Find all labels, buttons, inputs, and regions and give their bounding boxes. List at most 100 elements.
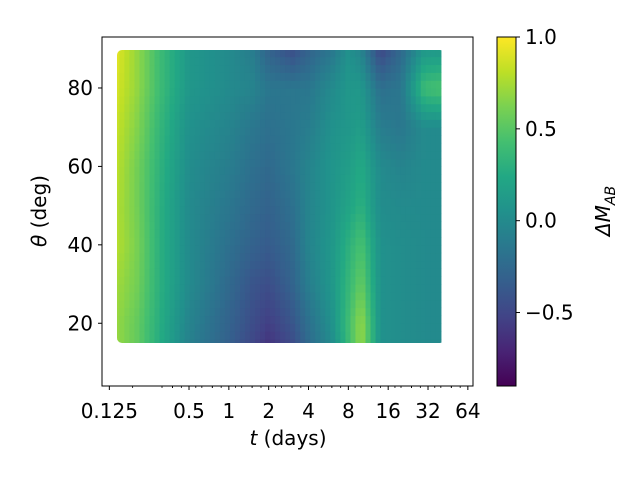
heatmap-cell: [154, 127, 161, 136]
heatmap-cell: [209, 50, 216, 58]
heatmap-cell: [189, 64, 196, 73]
heatmap-cell: [255, 135, 261, 144]
heatmap-cell: [320, 221, 326, 230]
heatmap-cell: [355, 205, 362, 215]
heatmap-cell: [300, 119, 306, 128]
heatmap-cell: [154, 307, 161, 317]
heatmap-cell: [395, 95, 402, 105]
heatmap-cell: [345, 331, 352, 340]
heatmap-cell: [214, 174, 221, 183]
heatmap-cell: [406, 347, 412, 355]
heatmap-cell: [295, 331, 301, 340]
heatmap-cell: [405, 64, 412, 73]
heatmap-cell: [380, 284, 387, 293]
heatmap-cell: [290, 291, 296, 301]
heatmap-cell: [320, 174, 326, 183]
heatmap-cell: [194, 276, 201, 285]
heatmap-cell: [280, 135, 286, 144]
heatmap-cell: [239, 323, 246, 332]
heatmap-cell: [109, 166, 115, 174]
heatmap-cell: [214, 197, 221, 207]
heatmap-cell: [117, 205, 120, 215]
heatmap-cell: [169, 260, 176, 269]
heatmap-cell: [340, 111, 347, 120]
heatmap-cell: [430, 95, 437, 105]
heatmap-cell: [280, 174, 286, 183]
heatmap-cell: [340, 276, 347, 285]
heatmap-cell: [345, 299, 352, 309]
heatmap-cell: [290, 189, 296, 199]
heatmap-cell: [280, 307, 286, 317]
heatmap-cell: [109, 331, 115, 339]
heatmap-cell: [330, 244, 336, 254]
heatmap-cell: [325, 307, 331, 317]
heatmap-cell: [290, 150, 296, 160]
heatmap-cell: [295, 338, 301, 343]
heatmap-cell: [154, 338, 161, 343]
heatmap-cell: [400, 182, 407, 191]
heatmap-cell: [179, 315, 186, 324]
heatmap-cell: [421, 355, 427, 363]
heatmap-cell: [275, 50, 281, 58]
heatmap-cell: [360, 260, 367, 269]
heatmap-cell: [350, 260, 357, 269]
heatmap-cell: [214, 315, 221, 324]
heatmap-cell: [415, 87, 422, 97]
heatmap-cell: [350, 315, 357, 324]
heatmap-cell: [365, 307, 372, 317]
heatmap-cell: [310, 276, 316, 285]
heatmap-cell: [114, 355, 120, 363]
heatmap-cell: [214, 307, 221, 317]
heatmap-cell: [275, 229, 281, 238]
heatmap-cell: [249, 87, 256, 97]
heatmap-cell: [154, 103, 161, 113]
heatmap-cell: [385, 150, 392, 160]
heatmap-cell: [335, 158, 341, 167]
heatmap-cell: [129, 103, 136, 113]
heatmap-cell: [305, 205, 311, 215]
heatmap-cell: [114, 362, 120, 370]
heatmap-cell: [234, 307, 241, 317]
heatmap-cell: [396, 362, 402, 370]
heatmap-cell: [154, 197, 161, 207]
heatmap-cell: [174, 182, 181, 191]
heatmap-cell: [204, 103, 211, 113]
heatmap-cell: [430, 135, 437, 144]
heatmap-cell: [410, 197, 417, 207]
heatmap-cell: [335, 72, 341, 81]
heatmap-cell: [275, 291, 281, 301]
heatmap-cell: [234, 323, 241, 332]
heatmap-cell: [405, 135, 412, 144]
heatmap-cell: [340, 64, 347, 73]
heatmap-cell: [154, 291, 161, 301]
heatmap-cell: [255, 229, 261, 238]
heatmap-cell: [345, 142, 352, 152]
heatmap-cell: [149, 307, 156, 317]
heatmap-cell: [255, 276, 261, 285]
heatmap-cell: [234, 197, 241, 207]
heatmap-cell: [159, 331, 166, 340]
heatmap-cell: [415, 276, 422, 285]
heatmap-cell: [295, 64, 301, 73]
heatmap-cell: [370, 189, 377, 199]
heatmap-cell: [365, 276, 372, 285]
heatmap-cell: [270, 127, 276, 136]
heatmap-cell: [209, 213, 216, 222]
heatmap-cell: [159, 158, 166, 167]
heatmap-cell: [425, 276, 432, 285]
heatmap-cell: [320, 347, 326, 355]
heatmap-cell: [375, 244, 382, 254]
heatmap-cell: [244, 80, 251, 89]
heatmap-cell: [320, 95, 326, 105]
heatmap-cell: [290, 127, 296, 136]
heatmap-cell: [265, 189, 271, 199]
heatmap-cell: [395, 80, 402, 89]
heatmap-cell: [390, 95, 397, 105]
x-tick-label: 0.5: [173, 399, 205, 423]
heatmap-cell: [219, 111, 226, 120]
heatmap-cell: [205, 355, 211, 363]
heatmap-cell: [420, 135, 427, 144]
heatmap-cell: [209, 276, 216, 285]
heatmap-cell: [320, 260, 326, 269]
heatmap-cell: [184, 50, 191, 58]
